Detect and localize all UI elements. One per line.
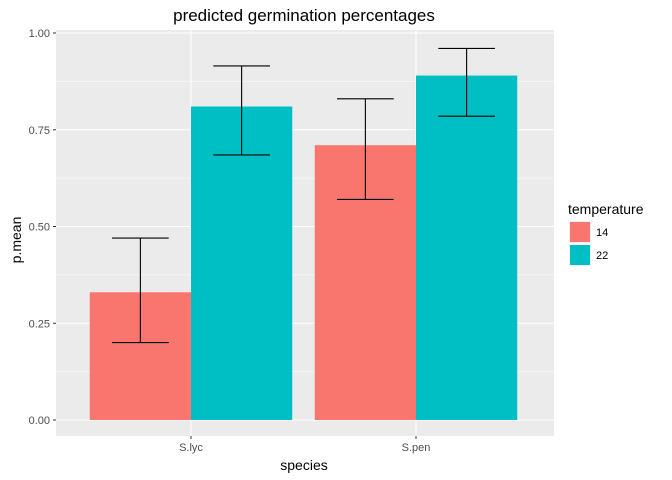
x-tick-label: S.lyc: [179, 442, 203, 454]
x-tick-label: S.pen: [402, 442, 431, 454]
error-bars: [112, 47, 495, 344]
legend-label-22: 22: [596, 250, 608, 262]
legend-title: temperature: [568, 201, 644, 217]
bar-22-S.lyc: [191, 106, 293, 420]
x-axis: S.lyc S.pen: [179, 436, 430, 454]
y-tick-label: 0.25: [29, 318, 50, 330]
y-tick-label: 0.50: [29, 222, 50, 234]
error-bar-22-S.pen: [438, 47, 495, 117]
x-axis-title: species: [280, 457, 327, 473]
error-bar-14-S.lyc: [112, 237, 169, 344]
error-bar-22-S.lyc: [213, 65, 270, 156]
y-tick-label: 0.00: [29, 415, 50, 427]
y-tick-label: 1.00: [29, 28, 50, 40]
legend-key-22: [570, 245, 590, 265]
chart-title: predicted germination percentages: [173, 6, 435, 25]
error-bar-14-S.pen: [337, 98, 394, 200]
legend-label-14: 14: [596, 227, 608, 239]
y-tick-label: 0.75: [29, 125, 50, 137]
legend: temperature 14 22: [568, 201, 644, 266]
y-axis: 0.00 0.25 0.50 0.75 1.00: [29, 28, 56, 427]
y-axis-title: p.mean: [8, 217, 24, 264]
bar-22-S.pen: [416, 75, 518, 420]
legend-key-14: [570, 222, 590, 242]
